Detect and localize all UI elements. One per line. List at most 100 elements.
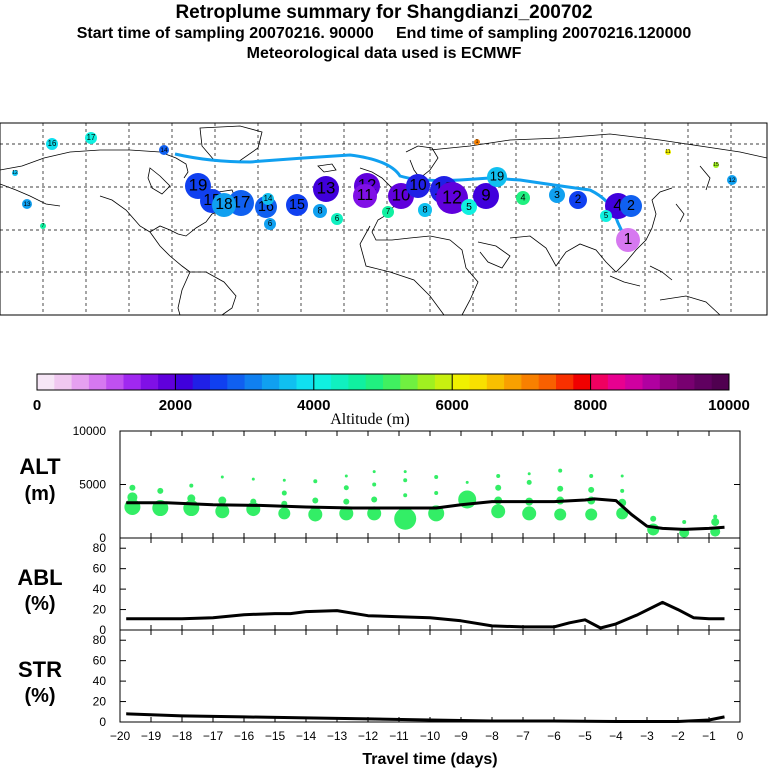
scatter-point — [312, 497, 319, 504]
met-data-subtitle: Meteorological data used is ECMWF — [246, 45, 522, 62]
y-tick-label: 60 — [93, 562, 107, 576]
scatter-point — [620, 488, 625, 493]
map-marker-label: 14 — [160, 147, 168, 154]
colorbar-cell — [227, 374, 246, 390]
map-marker-label: 5 — [466, 202, 472, 213]
colorbar-cell — [123, 374, 142, 390]
colorbar-cell — [175, 374, 194, 390]
scatter-point — [344, 474, 348, 478]
series-line — [126, 497, 725, 531]
colorbar-cell — [192, 374, 211, 390]
colorbar-tick-label: 8000 — [574, 397, 607, 414]
map-marker: 11 — [353, 184, 377, 208]
y-tick-label: 80 — [93, 633, 107, 647]
x-tick-label: −7 — [516, 729, 530, 743]
map-marker: 7 — [40, 223, 46, 229]
map-gridlines — [0, 123, 767, 315]
scatter-point — [465, 480, 469, 484]
map-marker-label: 7 — [42, 223, 45, 229]
map-marker: 11 — [665, 149, 671, 155]
scatter-point — [339, 506, 354, 521]
map-marker: 8 — [313, 204, 327, 218]
map-marker: 2 — [620, 195, 642, 217]
colorbar-cell — [331, 374, 349, 390]
scatter-point — [308, 507, 323, 522]
map-marker: 18 — [212, 193, 236, 217]
map-marker-dot — [40, 223, 46, 229]
map-marker-dot — [331, 213, 343, 225]
panel-unit: (%) — [24, 685, 55, 707]
scatter-point — [282, 478, 286, 482]
map-marker-label: 19 — [189, 176, 208, 195]
map-marker-dot — [382, 206, 394, 218]
map-marker-label: 17 — [87, 133, 96, 142]
map-marker-dot — [436, 182, 468, 214]
colorbar-label: Altitude (m) — [330, 411, 410, 428]
scatter-point — [129, 484, 136, 491]
x-tick-label: −9 — [454, 729, 468, 743]
scatter-point — [557, 485, 564, 492]
scatter-point — [218, 496, 227, 505]
map-marker: 7 — [382, 206, 394, 218]
scatter-point — [491, 504, 506, 519]
colorbar-cell — [521, 374, 540, 390]
x-tick-label: −4 — [609, 729, 623, 743]
colorbar-cell — [140, 374, 159, 390]
map-marker-label: 8 — [422, 204, 427, 214]
map-marker-label: 6 — [268, 219, 272, 228]
map-marker-label: 12 — [12, 170, 18, 176]
x-tick-label: −14 — [296, 729, 317, 743]
map-marker-dot — [22, 199, 32, 209]
scatter-point — [127, 492, 138, 503]
map-marker: 14 — [262, 193, 274, 205]
map-marker-label: 1 — [476, 139, 479, 145]
y-tick-label: 60 — [93, 654, 107, 668]
map-marker-label: 2 — [627, 198, 635, 214]
colorbar-cell — [486, 374, 505, 390]
map-marker-dot — [286, 194, 308, 216]
x-tick-label: −10 — [420, 729, 441, 743]
map-marker-label: 9 — [481, 186, 490, 205]
y-tick-label: 0 — [99, 531, 106, 545]
altitude-scatter — [124, 468, 721, 538]
scatter-point — [620, 474, 624, 478]
map-marker-dot — [313, 176, 339, 202]
scatter-point — [371, 496, 378, 503]
map-marker-label: 5 — [604, 211, 609, 220]
map-marker: 1 — [616, 228, 640, 252]
colorbar-cell — [573, 374, 592, 390]
colorbar-cell — [504, 374, 522, 390]
scatter-point — [367, 506, 382, 521]
scatter-point — [157, 487, 164, 494]
scatter-point — [394, 507, 417, 530]
map-marker: 3 — [549, 187, 565, 203]
map-marker-dot — [569, 191, 587, 209]
colorbar-cell — [417, 374, 436, 390]
map-marker-label: 13 — [23, 201, 31, 208]
colorbar-cell — [452, 374, 470, 390]
panel-label: STR — [18, 657, 62, 682]
panel-alt: 0 5000 10000 ALT (m) — [19, 424, 741, 545]
map-marker-label: 4 — [613, 196, 622, 215]
scatter-point — [588, 486, 595, 493]
colorbar-cell — [279, 374, 297, 390]
panel-unit: (m) — [24, 483, 55, 505]
scatter-point — [585, 508, 598, 521]
map-marker: 4 — [516, 191, 530, 205]
map-marker-label: 13 — [317, 179, 336, 198]
map-marker-label: 1 — [624, 231, 633, 248]
colorbar-tick-label: 2000 — [159, 397, 192, 414]
map-marker-dot — [474, 139, 480, 145]
y-tick-label: 0 — [99, 715, 106, 729]
colorbar-tick-label: 10000 — [708, 397, 750, 414]
map-marker-label: 16 — [48, 139, 57, 148]
y-tick-label: 40 — [93, 674, 107, 688]
x-tick-label: −5 — [578, 729, 592, 743]
map-marker: 15 — [713, 162, 719, 168]
map-marker-dot — [616, 228, 640, 252]
colorbar-cell — [54, 374, 73, 390]
map-marker: 12 — [12, 170, 18, 176]
map-marker-dot — [46, 138, 58, 150]
